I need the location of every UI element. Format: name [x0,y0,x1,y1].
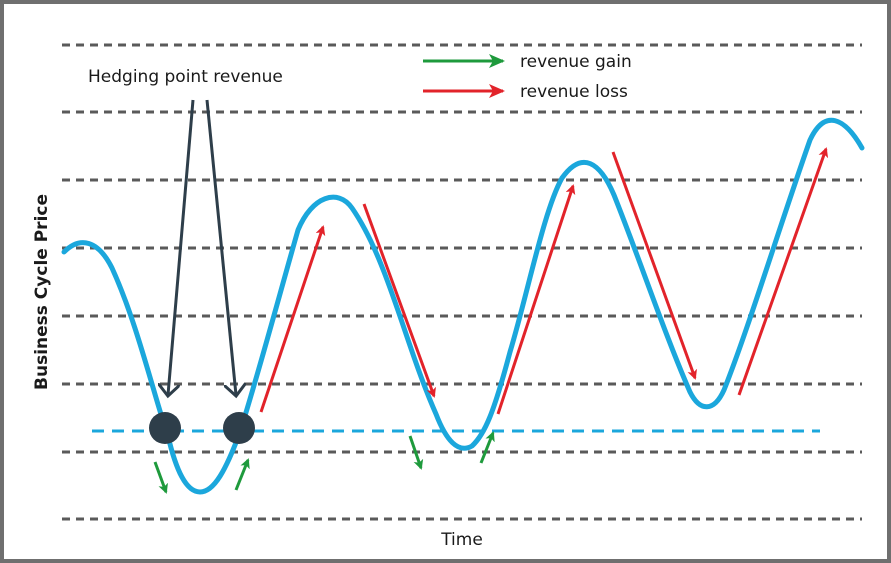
x-axis-label: Time [440,530,483,550]
loss-arrow [259,225,326,413]
price-curve [61,117,865,495]
gain-arrow [408,435,424,470]
legend-loss-label: revenue loss [520,82,628,102]
gain-arrow [479,431,495,464]
legend-gain-label: revenue gain [520,52,632,72]
loss-arrow [362,203,436,398]
callout-label: Hedging point revenue [88,67,283,87]
hedge-point-marker [223,412,255,444]
gain-arrows [153,431,495,494]
callout-arrow [168,99,195,395]
gain-arrow [153,461,168,494]
loss-arrow [611,151,697,380]
hedge-point-marker [149,412,181,444]
grid-lines [62,43,862,521]
callout-arrow [205,99,236,395]
legend: revenue gain revenue loss [423,52,632,102]
loss-arrow [496,184,576,415]
loss-arrow [737,147,829,396]
y-axis-label: Business Cycle Price [32,194,52,390]
loss-arrows [259,147,829,415]
gain-arrow [234,458,250,491]
